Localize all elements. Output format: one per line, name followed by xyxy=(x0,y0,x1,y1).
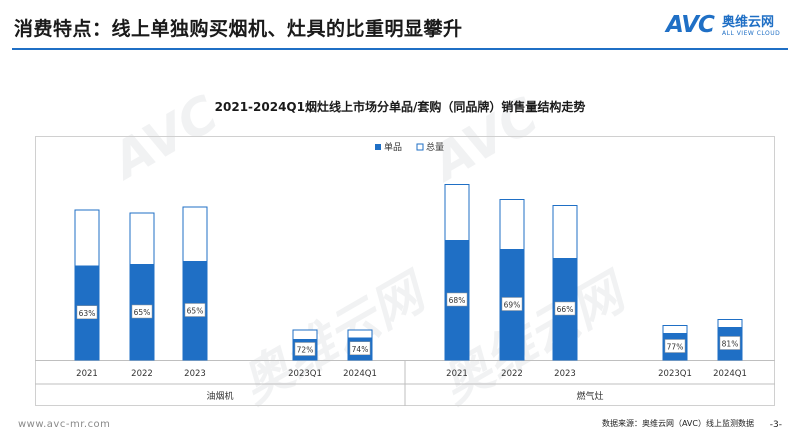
group-label: 燃气灶 xyxy=(576,390,603,402)
logo-english-name: ALL VIEW CLOUD xyxy=(722,30,781,37)
data-label: 72% xyxy=(297,346,314,355)
data-label-box xyxy=(719,336,741,350)
logo-chinese-name: 奥维云网 xyxy=(722,15,775,30)
legend-swatch-total xyxy=(416,143,424,151)
x-tick-label: 2023Q1 xyxy=(658,369,692,379)
data-label-box xyxy=(446,292,468,307)
brand-logo: AVC 奥维云网 ALL VIEW CLOUD xyxy=(666,10,786,44)
legend-label-total: 总量 xyxy=(426,141,444,153)
chart-plot-area: 单品 总量 63% 2021 65% 2022 65% 2023 72% 2023Q1 74% 202… xyxy=(35,136,775,406)
data-label-box xyxy=(349,341,371,355)
x-tick-label: 2024Q1 xyxy=(713,369,747,379)
data-label: 68% xyxy=(449,296,466,305)
data-label-box xyxy=(294,342,316,356)
chart-title: 2021-2024Q1烟灶线上市场分单品/套购（同品牌）销售量结构走势 xyxy=(214,100,586,114)
x-tick-label: 2022 xyxy=(131,369,153,379)
data-label: 74% xyxy=(352,345,369,354)
x-tick-label: 2023 xyxy=(554,369,576,379)
data-label-box xyxy=(501,297,523,311)
data-label: 63% xyxy=(79,309,96,318)
data-label: 66% xyxy=(557,305,574,314)
x-tick-label: 2023 xyxy=(184,369,206,379)
footer-url: www.avc-mr.com xyxy=(18,419,111,430)
data-label-box xyxy=(554,301,576,316)
data-label: 81% xyxy=(722,340,739,349)
data-label: 65% xyxy=(134,308,151,317)
legend-label-single: 单品 xyxy=(384,141,402,153)
x-tick-label: 2022 xyxy=(501,369,523,379)
x-tick-label: 2021 xyxy=(76,369,98,379)
group-label: 油烟机 xyxy=(206,390,233,402)
data-label-box xyxy=(131,304,153,319)
bar-chart: 单品 总量 63% 2021 65% 2022 65% 2023 72% 2023Q1 74% 202… xyxy=(35,136,775,406)
legend-swatch-single xyxy=(375,144,381,150)
logo-mark: AVC xyxy=(666,12,715,38)
x-tick-label: 2024Q1 xyxy=(343,369,377,379)
header-divider xyxy=(12,48,788,50)
data-label: 65% xyxy=(187,307,204,316)
x-tick-label: 2023Q1 xyxy=(288,369,322,379)
footer-source: 数据来源：奥维云网（AVC）线上监测数据 xyxy=(601,419,754,428)
data-label: 77% xyxy=(667,343,684,352)
page-title: 消费特点：线上单独购买烟机、灶具的比重明显攀升 xyxy=(14,18,463,40)
data-label-box xyxy=(184,303,206,317)
page-number: -3- xyxy=(769,420,782,430)
data-label-box xyxy=(664,339,686,353)
data-label: 69% xyxy=(504,301,521,310)
x-tick-label: 2021 xyxy=(446,369,468,379)
data-label-box xyxy=(76,305,98,319)
